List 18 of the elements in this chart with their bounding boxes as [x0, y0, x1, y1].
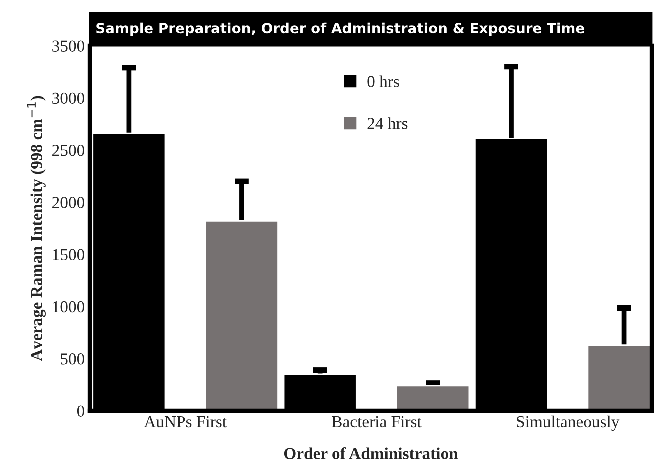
x-tick-label: Bacteria First — [332, 416, 422, 428]
y-tick-label: 1500 — [53, 249, 85, 261]
y-axis-title: Average Raman Intensity (998 cm$^{−1}$) — [27, 96, 46, 362]
x-tick-label: Simultaneously — [517, 416, 620, 432]
y-tick-label: 2000 — [52, 197, 85, 208]
x-tick-label: AuNPs First — [144, 416, 227, 428]
y-tick-label: 3500 — [52, 40, 85, 52]
y-tick-label: 500 — [61, 354, 85, 365]
y-tick-label: 1000 — [53, 301, 85, 313]
y-tick-label: 3000 — [52, 92, 85, 104]
legend-label: 24 hrs — [368, 118, 408, 130]
y-tick-label: 0 — [77, 406, 85, 417]
x-axis-title: Order of Administration — [284, 448, 458, 460]
bar — [396, 385, 470, 411]
chart-title: Sample Preparation, Order of Administration & Exposure Time — [96, 22, 584, 36]
legend-label: 0 hrs — [368, 76, 400, 88]
bar — [204, 220, 279, 411]
y-tick-label: 2500 — [52, 144, 85, 156]
